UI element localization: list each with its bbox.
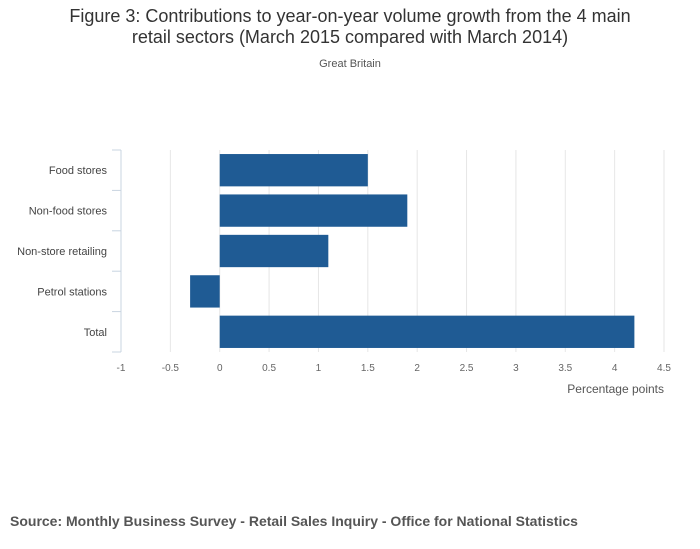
x-tick-label: 2.5 <box>460 363 474 374</box>
bar <box>219 315 635 348</box>
x-tick-label: 3.5 <box>558 363 572 374</box>
bars <box>190 154 635 348</box>
category-label: Food stores <box>49 165 108 177</box>
x-tick-label: 4 <box>612 363 618 374</box>
x-tick-label: -0.5 <box>162 363 180 374</box>
x-tick-label: 1 <box>316 363 322 374</box>
chart-title-line-2: retail sectors (March 2015 compared with… <box>131 27 569 47</box>
x-axis-ticks: -1 -0.5 0 0.5 1 1.5 2 2.5 3 3.5 4 4.5 <box>117 363 672 374</box>
x-tick-label: 3 <box>513 363 519 374</box>
x-tick-label: 0 <box>217 363 223 374</box>
y-axis: Food stores Non-food stores Non-store reta… <box>17 149 122 353</box>
x-tick-label: 4.5 <box>657 363 671 374</box>
bar <box>219 234 329 268</box>
bar <box>219 194 408 227</box>
x-tick-label: -1 <box>117 363 126 374</box>
source-note: Source: Monthly Business Survey - Retail… <box>10 513 578 529</box>
bar <box>190 275 220 308</box>
category-label: Non-food stores <box>29 206 108 218</box>
x-tick-label: 0.5 <box>262 363 276 374</box>
x-tick-label: 2 <box>414 363 420 374</box>
x-axis-title: Percentage points <box>567 382 664 396</box>
bar <box>219 154 368 187</box>
chart-title-line-1: Figure 3: Contributions to year-on-year … <box>69 6 631 26</box>
category-label: Petrol stations <box>37 286 107 298</box>
category-label: Total <box>84 327 107 339</box>
chart-title: Figure 3: Contributions to year-on-year … <box>0 6 700 48</box>
chart-subtitle: Great Britain <box>319 58 381 70</box>
x-tick-label: 1.5 <box>361 363 375 374</box>
category-label: Non-store retailing <box>17 246 107 258</box>
